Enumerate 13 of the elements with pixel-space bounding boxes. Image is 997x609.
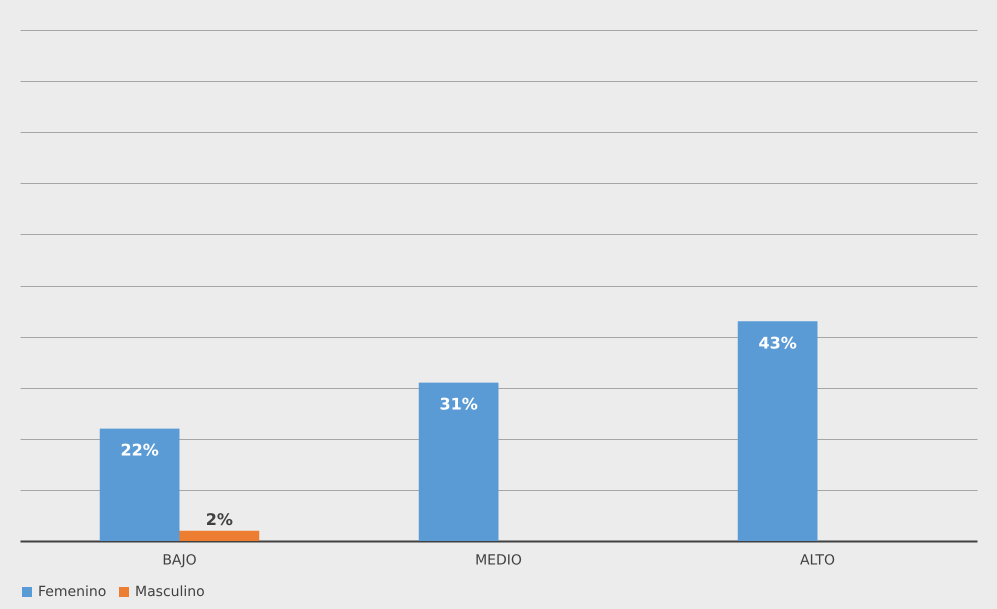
bar	[738, 321, 818, 541]
legend-label: Masculino	[135, 584, 205, 600]
data-label: 22%	[120, 440, 159, 460]
bar	[418, 382, 498, 541]
bar	[180, 530, 260, 541]
data-label: 31%	[439, 394, 478, 414]
data-label: 43%	[758, 333, 797, 352]
x-tick-label: ALTO	[800, 552, 836, 568]
data-label: 2%	[206, 510, 233, 529]
legend-label: Femenino	[38, 584, 106, 600]
x-tick-label: BAJO	[162, 552, 197, 568]
bar	[100, 428, 180, 541]
x-tick-label: MEDIO	[475, 552, 522, 568]
